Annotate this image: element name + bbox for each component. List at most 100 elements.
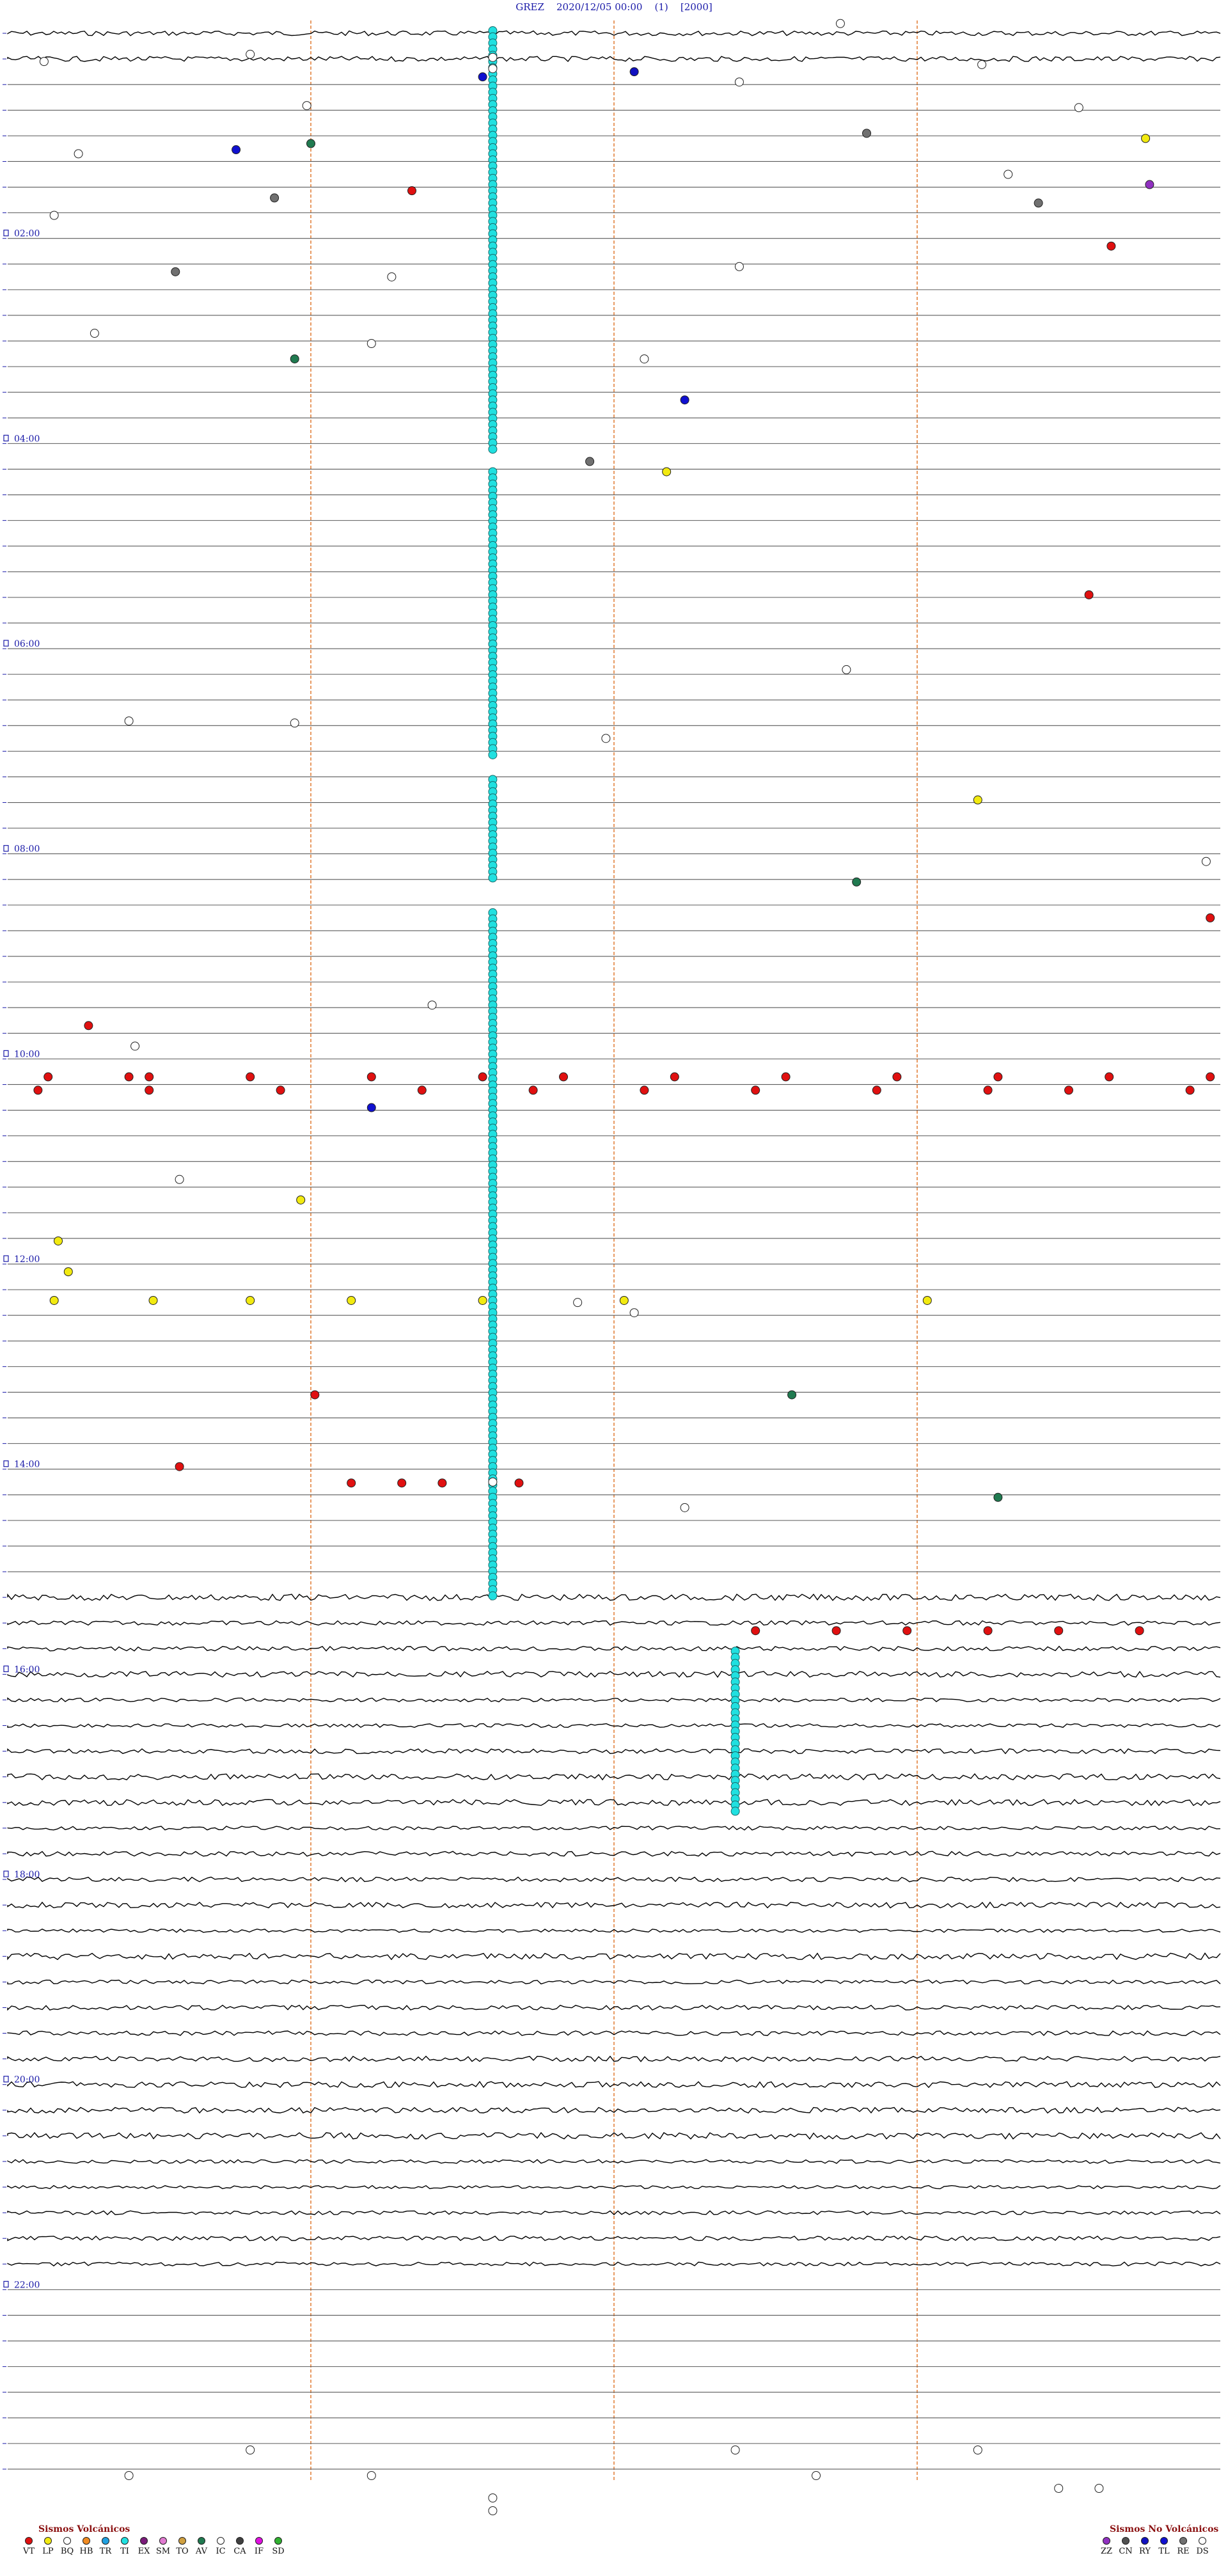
event-marker (892, 1072, 902, 1082)
event-marker (1106, 241, 1116, 251)
legend-marker-icon (44, 2537, 52, 2545)
legend-code: SD (272, 2547, 285, 2556)
legend-code: TI (120, 2547, 129, 2556)
legend-v-ca: CA (230, 2537, 249, 2556)
legend-marker-icon (1160, 2537, 1168, 2545)
legend-volcanic: VT LP BQ HB TR TI EX SM TO AV IC CA IF SD (19, 2537, 288, 2556)
legend-v-av: AV (192, 2537, 211, 2556)
event-marker (1105, 1072, 1114, 1082)
hour-label: 08:00 (14, 844, 40, 855)
event-marker (90, 329, 99, 338)
legend-code: ZZ (1100, 2547, 1113, 2556)
legend-marker-icon (121, 2537, 129, 2545)
event-marker (84, 1021, 93, 1031)
event-marker (171, 267, 180, 276)
legend-v-ex: EX (134, 2537, 154, 2556)
trace-line (7, 30, 1221, 36)
hour-tick-icon (3, 1665, 9, 1672)
event-marker (993, 1492, 1003, 1502)
trace-line (7, 1723, 1221, 1728)
event-marker (296, 1195, 306, 1205)
event-marker (39, 57, 49, 67)
event-marker (751, 1086, 760, 1095)
event-marker (290, 718, 299, 728)
hour-label: 22:00 (14, 2280, 40, 2290)
event-marker (347, 1295, 356, 1305)
hour-label: 04:00 (14, 434, 40, 444)
event-marker (306, 139, 315, 148)
event-marker (514, 1478, 524, 1488)
trace-line (7, 1620, 1221, 1626)
trace-line (7, 2210, 1221, 2216)
event-marker (488, 1591, 498, 1600)
event-marker (983, 1626, 993, 1636)
legend-v-lp: LP (38, 2537, 58, 2556)
event-marker (488, 445, 498, 454)
legend-marker-icon (1141, 2537, 1149, 2545)
legend-code: EX (138, 2547, 150, 2556)
event-marker (1206, 913, 1215, 922)
event-marker (973, 795, 982, 805)
trace-line (7, 1825, 1221, 1831)
event-marker (124, 716, 134, 726)
hour-label: 12:00 (14, 1254, 40, 1265)
event-marker (366, 2471, 376, 2480)
event-marker (276, 1086, 285, 1095)
event-marker (246, 1072, 255, 1082)
hour-label: 14:00 (14, 1460, 40, 1470)
event-marker (1054, 1626, 1064, 1636)
legend-code: VT (22, 2547, 35, 2556)
event-marker (670, 1072, 679, 1082)
event-marker (734, 77, 744, 87)
hour-tick-icon (3, 434, 9, 441)
event-marker (977, 59, 987, 69)
trace-line (7, 2131, 1221, 2140)
trace-line (7, 2055, 1221, 2062)
event-marker (488, 750, 498, 759)
event-marker (175, 1462, 184, 1471)
legend-marker-icon (1103, 2537, 1110, 2545)
trace-line (7, 2081, 1221, 2089)
event-marker (629, 67, 639, 77)
event-marker (488, 52, 498, 62)
trace-line (7, 2004, 1221, 2011)
event-marker (124, 2471, 134, 2480)
event-marker (528, 1086, 538, 1095)
legend-marker-icon (25, 2537, 33, 2545)
event-marker (49, 1295, 59, 1305)
legend-nv-ds: DS (1193, 2537, 1212, 2556)
legend-v-sm: SM (154, 2537, 173, 2556)
legend-marker-icon (1122, 2537, 1130, 2545)
legend-marker-icon (217, 2537, 224, 2545)
trace-line (7, 2030, 1221, 2036)
event-marker (573, 1298, 583, 1308)
trace-line (7, 1748, 1221, 1755)
legend-marker-icon (178, 2537, 186, 2545)
hour-label: 10:00 (14, 1049, 40, 1059)
event-marker (270, 193, 279, 203)
trace-line (7, 2261, 1221, 2267)
legend-v-hb: HB (77, 2537, 96, 2556)
event-marker (145, 1086, 154, 1095)
legend-code: LP (42, 2547, 54, 2556)
event-marker (993, 1072, 1003, 1082)
legend-code: BQ (60, 2547, 74, 2556)
event-marker (478, 1072, 487, 1082)
legend-code: DS (1196, 2547, 1209, 2556)
event-marker (1094, 2484, 1104, 2493)
legend-marker-icon (236, 2537, 244, 2545)
event-marker (347, 1478, 356, 1488)
event-marker (751, 1626, 760, 1636)
event-marker (787, 1390, 797, 1400)
event-marker (1145, 180, 1154, 189)
event-marker (559, 1072, 568, 1082)
event-marker (983, 1086, 993, 1095)
event-marker (1004, 170, 1013, 179)
event-marker (629, 1308, 639, 1318)
event-marker (734, 262, 744, 271)
event-marker (232, 145, 241, 155)
event-marker (812, 2471, 821, 2480)
legend-marker-icon (1179, 2537, 1187, 2545)
trace-line (7, 2185, 1221, 2190)
trace-line (7, 1876, 1221, 1883)
